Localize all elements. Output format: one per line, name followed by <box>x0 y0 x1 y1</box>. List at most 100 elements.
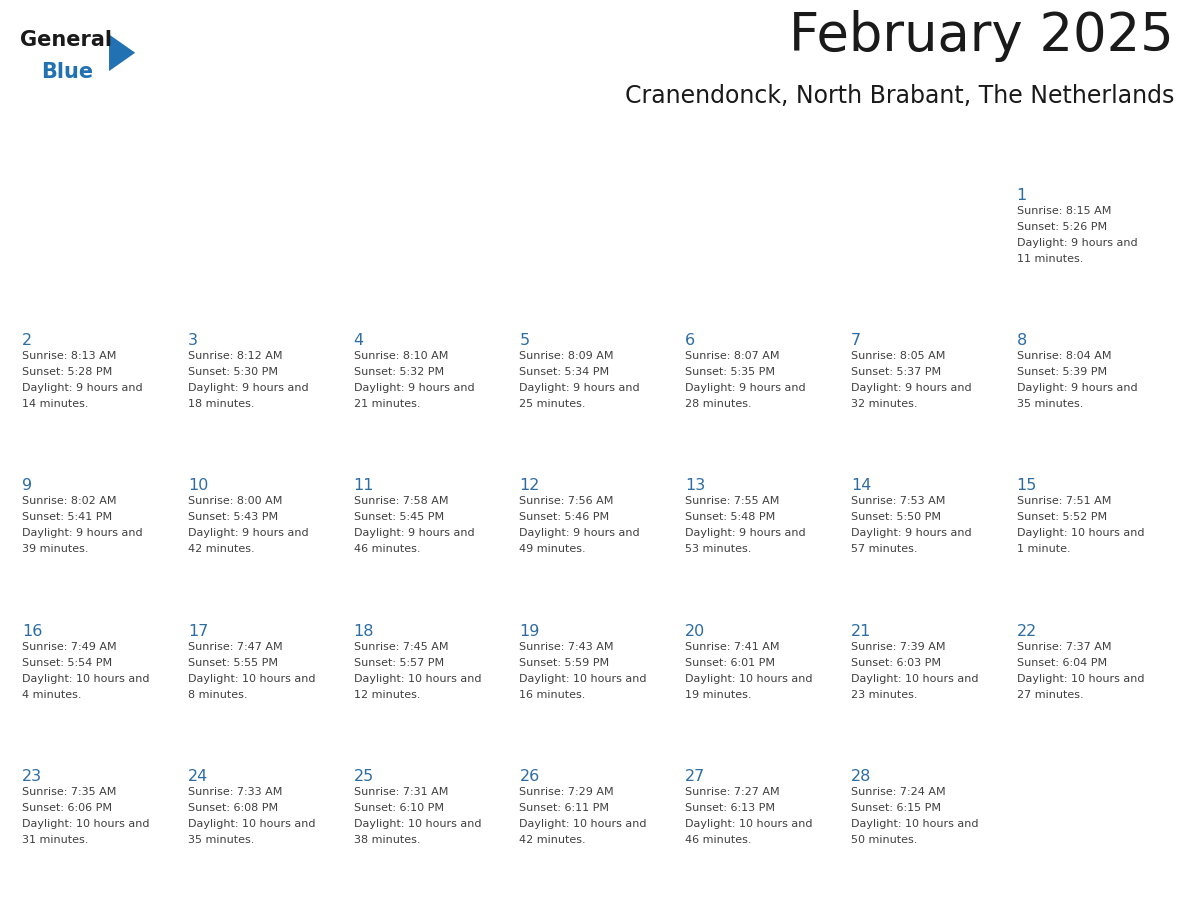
Text: Sunrise: 7:58 AM: Sunrise: 7:58 AM <box>354 497 448 507</box>
Text: Daylight: 9 hours and: Daylight: 9 hours and <box>685 529 805 538</box>
Text: Daylight: 9 hours and: Daylight: 9 hours and <box>188 529 309 538</box>
Text: Sunrise: 7:43 AM: Sunrise: 7:43 AM <box>519 642 614 652</box>
Text: 19: 19 <box>519 623 539 639</box>
Text: Sunset: 5:39 PM: Sunset: 5:39 PM <box>1017 367 1107 377</box>
Text: Sunrise: 7:33 AM: Sunrise: 7:33 AM <box>188 787 283 797</box>
Text: Sunset: 6:03 PM: Sunset: 6:03 PM <box>851 657 941 667</box>
Text: 25 minutes.: 25 minutes. <box>519 399 586 409</box>
Text: Sunset: 5:34 PM: Sunset: 5:34 PM <box>519 367 609 377</box>
Text: 3: 3 <box>188 333 198 348</box>
Text: 26: 26 <box>519 768 539 784</box>
Text: Sunset: 5:48 PM: Sunset: 5:48 PM <box>685 512 776 522</box>
Text: Monday: Monday <box>200 159 260 174</box>
Text: 20: 20 <box>685 623 706 639</box>
Text: Sunrise: 7:56 AM: Sunrise: 7:56 AM <box>519 497 614 507</box>
Text: Sunrise: 8:10 AM: Sunrise: 8:10 AM <box>354 352 448 361</box>
Text: 17: 17 <box>188 623 208 639</box>
Text: 1 minute.: 1 minute. <box>1017 544 1070 554</box>
Text: 23 minutes.: 23 minutes. <box>851 689 917 700</box>
Text: Sunset: 5:55 PM: Sunset: 5:55 PM <box>188 657 278 667</box>
Text: 31 minutes.: 31 minutes. <box>23 834 89 845</box>
Text: Daylight: 9 hours and: Daylight: 9 hours and <box>851 529 972 538</box>
Text: Sunrise: 7:37 AM: Sunrise: 7:37 AM <box>1017 642 1111 652</box>
Text: Sunset: 5:54 PM: Sunset: 5:54 PM <box>23 657 113 667</box>
Text: 16 minutes.: 16 minutes. <box>519 689 586 700</box>
Text: Sunset: 5:59 PM: Sunset: 5:59 PM <box>519 657 609 667</box>
Text: Sunday: Sunday <box>34 159 91 174</box>
Text: 25: 25 <box>354 768 374 784</box>
Text: Wednesday: Wednesday <box>531 159 620 174</box>
Text: 12: 12 <box>519 478 539 493</box>
Text: 6: 6 <box>685 333 695 348</box>
Text: Sunrise: 7:53 AM: Sunrise: 7:53 AM <box>851 497 946 507</box>
Text: Daylight: 10 hours and: Daylight: 10 hours and <box>23 674 150 684</box>
Text: Daylight: 9 hours and: Daylight: 9 hours and <box>685 383 805 393</box>
Text: Sunset: 5:45 PM: Sunset: 5:45 PM <box>354 512 444 522</box>
Text: Daylight: 9 hours and: Daylight: 9 hours and <box>23 383 143 393</box>
Text: Tuesday: Tuesday <box>366 159 428 174</box>
Text: 18: 18 <box>354 623 374 639</box>
Text: Sunrise: 7:49 AM: Sunrise: 7:49 AM <box>23 642 116 652</box>
Text: 10: 10 <box>188 478 208 493</box>
Text: Sunset: 5:30 PM: Sunset: 5:30 PM <box>188 367 278 377</box>
Text: Sunset: 5:32 PM: Sunset: 5:32 PM <box>354 367 444 377</box>
Text: 27: 27 <box>685 768 706 784</box>
Text: Sunrise: 8:12 AM: Sunrise: 8:12 AM <box>188 352 283 361</box>
Text: Sunrise: 7:24 AM: Sunrise: 7:24 AM <box>851 787 946 797</box>
Text: Sunset: 5:37 PM: Sunset: 5:37 PM <box>851 367 941 377</box>
Text: Saturday: Saturday <box>1028 159 1098 174</box>
Text: Sunset: 6:04 PM: Sunset: 6:04 PM <box>1017 657 1107 667</box>
Text: 39 minutes.: 39 minutes. <box>23 544 89 554</box>
Text: Sunset: 5:57 PM: Sunset: 5:57 PM <box>354 657 444 667</box>
Text: Sunset: 5:52 PM: Sunset: 5:52 PM <box>1017 512 1107 522</box>
Text: 15: 15 <box>1017 478 1037 493</box>
Text: Cranendonck, North Brabant, The Netherlands: Cranendonck, North Brabant, The Netherla… <box>625 84 1174 108</box>
Text: 42 minutes.: 42 minutes. <box>519 834 586 845</box>
Text: Sunrise: 7:35 AM: Sunrise: 7:35 AM <box>23 787 116 797</box>
Text: 8 minutes.: 8 minutes. <box>188 689 247 700</box>
Text: 14 minutes.: 14 minutes. <box>23 399 89 409</box>
Text: Sunset: 5:35 PM: Sunset: 5:35 PM <box>685 367 776 377</box>
Text: 12 minutes.: 12 minutes. <box>354 689 421 700</box>
Text: 23: 23 <box>23 768 43 784</box>
Text: Sunset: 6:01 PM: Sunset: 6:01 PM <box>685 657 776 667</box>
Text: Sunset: 5:26 PM: Sunset: 5:26 PM <box>1017 222 1107 232</box>
Text: Daylight: 9 hours and: Daylight: 9 hours and <box>354 383 474 393</box>
Text: 22: 22 <box>1017 623 1037 639</box>
Text: Daylight: 10 hours and: Daylight: 10 hours and <box>851 674 979 684</box>
Text: Sunrise: 8:05 AM: Sunrise: 8:05 AM <box>851 352 946 361</box>
Text: 50 minutes.: 50 minutes. <box>851 834 917 845</box>
Text: Daylight: 9 hours and: Daylight: 9 hours and <box>354 529 474 538</box>
Text: Sunrise: 8:13 AM: Sunrise: 8:13 AM <box>23 352 116 361</box>
Text: 24: 24 <box>188 768 208 784</box>
Text: 16: 16 <box>23 623 43 639</box>
Text: 35 minutes.: 35 minutes. <box>1017 399 1083 409</box>
Text: 21: 21 <box>851 623 871 639</box>
Text: 11 minutes.: 11 minutes. <box>1017 254 1083 264</box>
Text: Sunset: 5:50 PM: Sunset: 5:50 PM <box>851 512 941 522</box>
Text: Sunset: 5:28 PM: Sunset: 5:28 PM <box>23 367 113 377</box>
Text: 7: 7 <box>851 333 861 348</box>
Text: 4: 4 <box>354 333 364 348</box>
Text: 32 minutes.: 32 minutes. <box>851 399 917 409</box>
Text: Daylight: 10 hours and: Daylight: 10 hours and <box>188 674 316 684</box>
Text: Sunrise: 7:51 AM: Sunrise: 7:51 AM <box>1017 497 1111 507</box>
Text: 4 minutes.: 4 minutes. <box>23 689 82 700</box>
Text: General: General <box>20 30 112 50</box>
Text: Blue: Blue <box>42 62 94 82</box>
Text: Daylight: 10 hours and: Daylight: 10 hours and <box>1017 529 1144 538</box>
Text: Sunrise: 8:00 AM: Sunrise: 8:00 AM <box>188 497 283 507</box>
Text: Daylight: 10 hours and: Daylight: 10 hours and <box>23 819 150 829</box>
Text: Sunset: 5:46 PM: Sunset: 5:46 PM <box>519 512 609 522</box>
Text: Daylight: 10 hours and: Daylight: 10 hours and <box>354 819 481 829</box>
Text: 5: 5 <box>519 333 530 348</box>
Text: Daylight: 10 hours and: Daylight: 10 hours and <box>188 819 316 829</box>
Text: Sunset: 6:08 PM: Sunset: 6:08 PM <box>188 803 278 812</box>
Text: February 2025: February 2025 <box>789 10 1174 62</box>
Text: Friday: Friday <box>862 159 909 174</box>
Text: Sunrise: 7:45 AM: Sunrise: 7:45 AM <box>354 642 448 652</box>
Text: Daylight: 9 hours and: Daylight: 9 hours and <box>1017 238 1137 248</box>
Text: Daylight: 10 hours and: Daylight: 10 hours and <box>685 674 813 684</box>
Text: Daylight: 9 hours and: Daylight: 9 hours and <box>188 383 309 393</box>
Text: 18 minutes.: 18 minutes. <box>188 399 254 409</box>
